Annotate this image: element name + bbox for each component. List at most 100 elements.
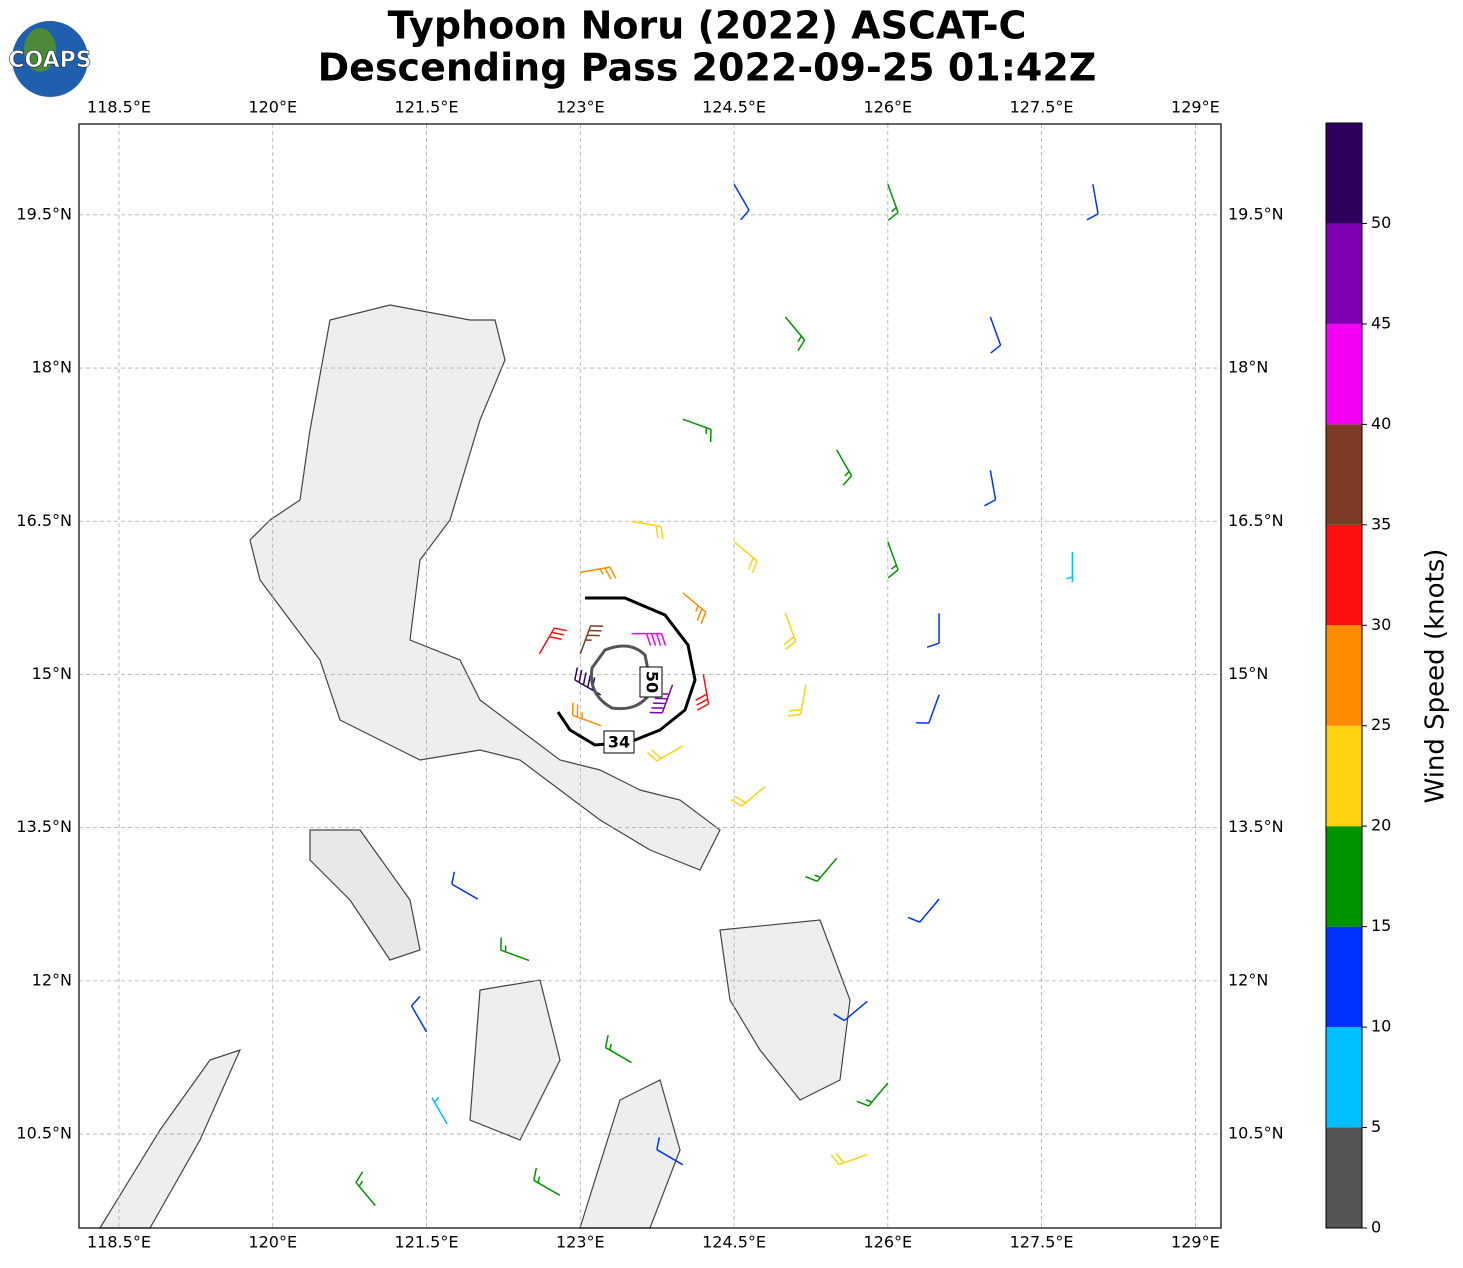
colorbar-segment (1326, 123, 1362, 224)
contours: 34 50 (556, 596, 697, 754)
colorbar-segment (1326, 524, 1362, 626)
wind-barb (916, 694, 940, 724)
wind-barb (733, 541, 758, 574)
x-tick-label: 120°E (248, 98, 297, 117)
wind-barb (787, 684, 807, 717)
wind-barb (571, 702, 602, 727)
x-tick-label: 129°E (1171, 98, 1220, 117)
wind-barb (907, 898, 940, 923)
panay (469, 979, 561, 1141)
wind-barb (989, 316, 1002, 354)
colorbar-segment (1326, 323, 1362, 425)
wind-barb (451, 871, 479, 900)
y-tick-label: 15°N (32, 664, 72, 683)
y-tick-label: 13.5°N (16, 817, 72, 836)
wind-barb (926, 613, 940, 648)
colorbar-segment (1326, 826, 1362, 927)
wind-barb (631, 520, 664, 540)
x-tick-label: 126°E (864, 1233, 913, 1252)
y-tick-label: 16.5°N (1228, 511, 1284, 530)
wind-barb (631, 632, 667, 646)
x-tick-label: 129°E (1171, 1233, 1220, 1252)
colorbar-label: Wind Speed (knots) (1421, 549, 1451, 804)
colorbar-tick-label: 35 (1371, 514, 1391, 533)
logo-land (24, 28, 56, 72)
x-tick-label: 123°E (556, 98, 605, 117)
samar (719, 919, 851, 1101)
y-tick-label: 12°N (1228, 970, 1268, 989)
colorbar: 0 5 10 15 20 25 30 35 40 45 50 (1325, 122, 1391, 1237)
wind-barb (579, 625, 604, 655)
colorbar-tick-label: 20 (1371, 816, 1391, 835)
logo-text: COAPS (8, 48, 91, 73)
contour-50 (589, 644, 654, 711)
x-tick-label: 124.5°E (702, 98, 766, 117)
palawan (98, 1049, 242, 1229)
luzon (249, 304, 721, 871)
y-tick-label: 19.5°N (1228, 204, 1284, 223)
wind-barb (856, 1082, 889, 1107)
wind-barb (830, 1152, 868, 1166)
colorbar-tick-label: 0 (1371, 1218, 1381, 1237)
mindoro (309, 829, 421, 961)
wind-barb (682, 418, 712, 443)
contour-label: 50 (643, 671, 662, 693)
colorbar-segment (1326, 1127, 1362, 1228)
colorbar-segment (1326, 625, 1362, 726)
wind-barb (604, 1035, 632, 1064)
colorbar-tick-label: 5 (1371, 1117, 1381, 1136)
colorbar-tick-label: 40 (1371, 414, 1391, 433)
y-tick-label: 18°N (1228, 358, 1268, 377)
wind-barb (682, 592, 707, 625)
x-tick-label: 126°E (864, 98, 913, 117)
colorbar-tick-label: 30 (1371, 615, 1391, 634)
logo: COAPS (8, 21, 92, 97)
wind-barb (355, 1171, 376, 1207)
chart-title: Typhoon Noru (2022) ASCAT-C (388, 4, 1027, 48)
y-tick-label: 10.5°N (16, 1124, 72, 1143)
wind-barb (1066, 551, 1074, 582)
x-tick-label: 123°E (556, 1233, 605, 1252)
x-tick-label: 121.5°E (395, 1233, 459, 1252)
contour-label-box (639, 666, 663, 698)
wind-barb (574, 667, 602, 696)
y-tick-label: 19.5°N (16, 204, 72, 223)
wind-barb (656, 1137, 684, 1166)
x-tick-label: 127.5°E (1010, 98, 1074, 117)
colorbar-tick-label: 10 (1371, 1017, 1391, 1036)
y-tick-label: 16.5°N (16, 511, 72, 530)
wind-barb (887, 183, 899, 221)
wind-barb (695, 674, 710, 711)
wind-barb (410, 995, 428, 1033)
colorbar-segment (1326, 424, 1362, 525)
colorbar-tick-label: 15 (1371, 916, 1391, 935)
x-tick-label: 124.5°E (702, 1233, 766, 1252)
wind-barb (887, 541, 899, 579)
wind-barb (984, 470, 997, 507)
wind-barb (733, 183, 750, 221)
colorbar-frame (1325, 122, 1363, 1229)
wind-barb (580, 566, 617, 580)
wind-barb (730, 786, 766, 807)
y-tick-label: 10.5°N (1228, 1124, 1284, 1143)
colorbar-tick-label: 45 (1371, 313, 1391, 332)
colorbar-segment (1326, 1027, 1362, 1128)
wind-barb (646, 745, 684, 762)
y-tick-label: 18°N (32, 358, 72, 377)
x-tick-label: 118.5°E (87, 98, 151, 117)
y-tick-label: 15°N (1228, 664, 1268, 683)
x-tick-label: 121.5°E (395, 98, 459, 117)
wind-barb (833, 1000, 868, 1022)
colorbar-segment (1326, 926, 1362, 1028)
wind-barb (649, 684, 674, 714)
x-tick-label: 127.5°E (1010, 1233, 1074, 1252)
wind-barb (783, 612, 797, 650)
land (98, 304, 851, 1229)
y-tick-label: 12°N (32, 970, 72, 989)
x-tick-label: 120°E (248, 1233, 297, 1252)
colorbar-tick-label: 50 (1371, 213, 1391, 232)
map-frame (78, 123, 1222, 1229)
contour-34 (556, 596, 697, 747)
colorbar-segment (1326, 725, 1362, 827)
